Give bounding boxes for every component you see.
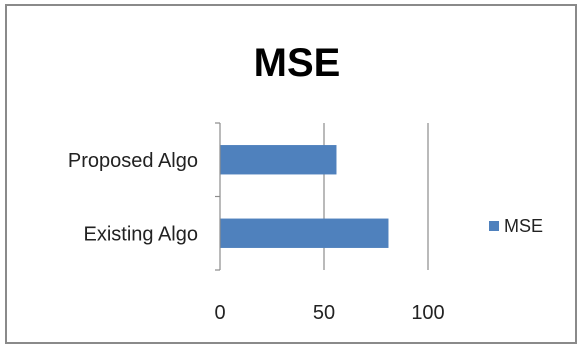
bar-proposed-algo (220, 145, 337, 175)
bars (220, 145, 389, 248)
x-tick-label-100: 100 (411, 302, 444, 324)
category-label-proposed-algo: Proposed Algo (68, 150, 198, 172)
legend-label-mse: MSE (504, 216, 543, 236)
chart-title: MSE (254, 41, 341, 85)
legend-swatch-mse (489, 221, 499, 231)
x-tick-label-50: 50 (313, 302, 335, 324)
category-label-existing-algo: Existing Algo (83, 223, 198, 245)
axis-labels: Existing Algo Proposed Algo 0 50 100 (68, 150, 445, 324)
legend: MSE (489, 216, 543, 236)
x-tick-label-0: 0 (214, 302, 225, 324)
axes (215, 122, 221, 271)
bar-existing-algo (220, 218, 389, 248)
